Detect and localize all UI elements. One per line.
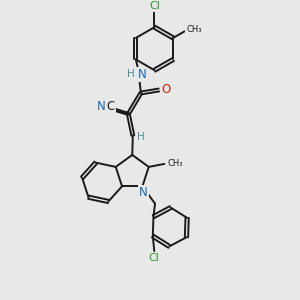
Text: Cl: Cl <box>149 253 160 263</box>
Text: Cl: Cl <box>149 1 160 11</box>
Text: H: H <box>127 69 134 80</box>
Text: CH₃: CH₃ <box>186 25 202 34</box>
Text: H: H <box>137 132 145 142</box>
Text: CH₃: CH₃ <box>167 159 183 168</box>
Text: O: O <box>161 83 171 96</box>
Text: N: N <box>139 186 148 200</box>
Text: C: C <box>106 100 115 113</box>
Text: N: N <box>137 68 146 81</box>
Text: N: N <box>97 100 105 113</box>
